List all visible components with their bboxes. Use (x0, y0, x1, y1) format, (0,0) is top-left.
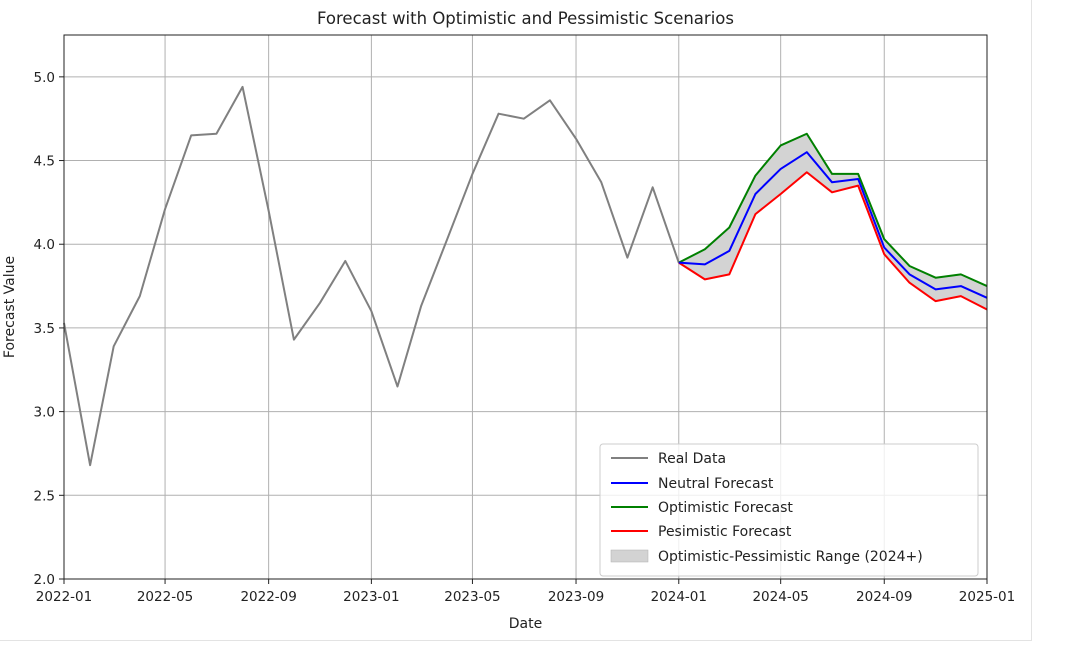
y-axis-label: Forecast Value (2, 256, 18, 358)
x-tick-label: 2024-01 (651, 589, 707, 605)
series-line-neutral-forecast (678, 151, 988, 299)
range-fill (678, 133, 987, 310)
legend-label-neutral: Neutral Forecast (658, 476, 774, 492)
legend-label-real-data: Real Data (658, 451, 726, 467)
plot-frame (63, 34, 988, 580)
y-tick-label: 3.0 (34, 405, 55, 421)
legend-swatch-range (610, 549, 649, 563)
x-tick-label: 2022-09 (240, 589, 296, 605)
x-tick-label: 2023-05 (444, 589, 500, 605)
chart-frame: 2022-01 2022-05 2022-09 2023-01 2023-05 2023-… (0, 0, 1032, 641)
y-tick-label: 4.5 (34, 154, 55, 170)
x-tick-label: 2024-05 (752, 589, 808, 605)
legend-label-optimistic: Optimistic Forecast (658, 500, 793, 516)
series-layer (63, 85, 988, 467)
series-line-pessimistic-forecast (678, 171, 988, 311)
x-tick-label: 2023-01 (343, 589, 399, 605)
x-axis-label: Date (509, 616, 542, 632)
series-line-optimistic-forecast (678, 132, 988, 287)
y-tick-label: 4.0 (34, 237, 55, 253)
legend: Real Data Neutral Forecast Optimistic Fo… (599, 443, 979, 577)
x-tick-label: 2022-05 (137, 589, 193, 605)
x-tick-label: 2024-09 (856, 589, 912, 605)
y-tick-label: 2.0 (34, 572, 55, 588)
tick-layer: 2022-01 2022-05 2022-09 2023-01 2023-05 2023-… (34, 70, 1016, 605)
x-tick-label: 2023-09 (548, 589, 604, 605)
legend-box (599, 443, 979, 577)
chart-title: Forecast with Optimistic and Pessimistic… (317, 9, 734, 28)
y-tick-label: 5.0 (34, 70, 55, 86)
forecast-chart: 2022-01 2022-05 2022-09 2023-01 2023-05 2023-… (2, 9, 1016, 632)
x-tick-label: 2022-01 (36, 589, 92, 605)
range-fill-layer (678, 133, 987, 310)
series-line-real-data (63, 85, 680, 467)
legend-label-pessimistic: Pesimistic Forecast (658, 524, 792, 540)
x-tick-label: 2025-01 (959, 589, 1015, 605)
legend-label-range: Optimistic-Pessimistic Range (2024+) (658, 549, 923, 565)
y-tick-label: 3.5 (34, 321, 55, 337)
y-tick-label: 2.5 (34, 488, 55, 504)
